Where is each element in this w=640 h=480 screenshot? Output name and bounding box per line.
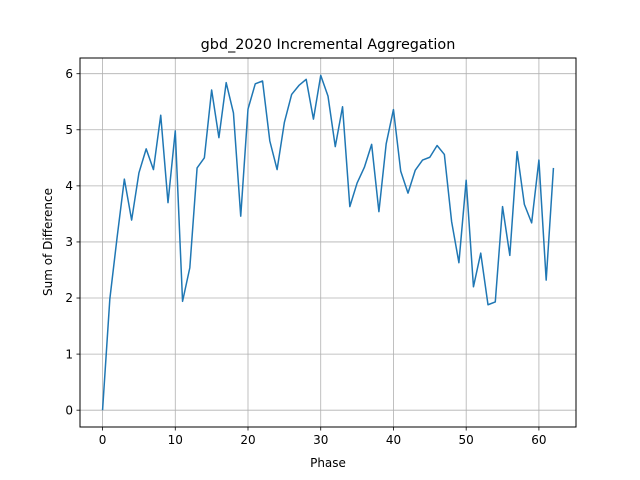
x-axis: 0 10 20 30 40 50 60 (99, 427, 547, 447)
y-tick-label: 6 (65, 67, 73, 81)
x-tick-label: 40 (386, 433, 401, 447)
x-tick-label: 20 (240, 433, 255, 447)
x-axis-label: Phase (310, 456, 346, 470)
y-tick-label: 5 (65, 123, 73, 137)
chart-title: gbd_2020 Incremental Aggregation (201, 37, 456, 53)
y-axis-label: Sum of Difference (41, 188, 55, 296)
y-axis: 0 1 2 3 4 5 6 (65, 67, 80, 417)
x-tick-label: 60 (531, 433, 546, 447)
y-tick-label: 4 (65, 179, 73, 193)
plot-frame (79, 57, 577, 428)
y-tick-label: 1 (65, 347, 73, 361)
y-tick-label: 3 (65, 235, 73, 249)
x-tick-label: 0 (99, 433, 107, 447)
series-line (101, 74, 555, 411)
y-tick-label: 0 (65, 403, 73, 417)
y-tick-label: 2 (65, 291, 73, 305)
x-tick-label: 10 (168, 433, 183, 447)
x-tick-label: 50 (459, 433, 474, 447)
x-tick-label: 30 (313, 433, 328, 447)
